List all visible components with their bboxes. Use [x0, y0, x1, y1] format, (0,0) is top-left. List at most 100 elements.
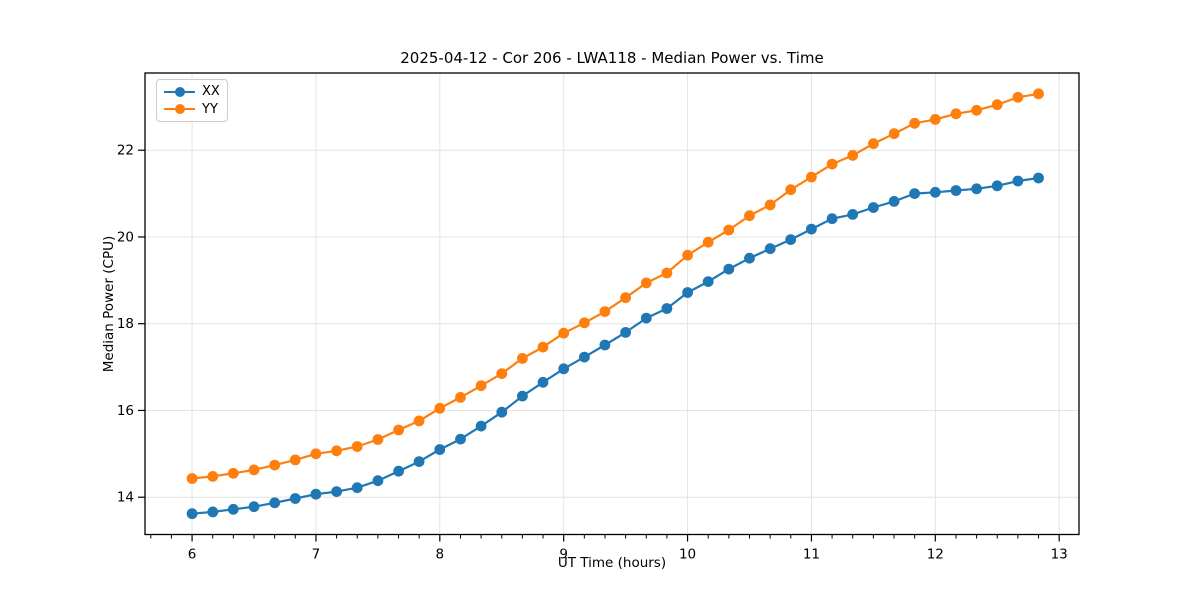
data-point-yy	[764, 199, 776, 211]
data-point-xx	[310, 488, 322, 500]
series-line-yy	[191, 92, 1039, 480]
data-point-xx	[640, 312, 652, 324]
data-point-yy	[723, 224, 735, 236]
data-point-yy	[909, 117, 920, 129]
data-point-yy	[331, 445, 342, 457]
data-point-yy	[620, 292, 631, 304]
data-point-yy	[537, 341, 549, 353]
data-point-xx	[950, 185, 962, 196]
data-point-xx	[847, 209, 859, 220]
legend-line-marker-icon	[164, 104, 195, 115]
data-point-xx	[455, 433, 466, 445]
y-tick-label: 16	[117, 403, 134, 419]
data-point-yy	[310, 448, 322, 460]
data-point-yy	[640, 277, 652, 289]
plot-border	[144, 72, 1080, 536]
data-point-xx	[661, 303, 673, 314]
data-point-yy	[434, 402, 446, 414]
data-point-yy	[929, 114, 941, 125]
data-point-xx	[620, 327, 631, 338]
data-point-xx	[331, 486, 342, 497]
data-point-xx	[991, 180, 1003, 192]
data-point-yy	[372, 434, 384, 445]
data-point-xx	[413, 456, 425, 467]
data-point-xx	[826, 213, 838, 225]
data-point-xx	[888, 196, 900, 207]
x-tick-label: 10	[679, 547, 696, 563]
data-point-xx	[434, 444, 446, 455]
data-point-yy	[289, 454, 301, 466]
data-point-yy	[868, 138, 879, 150]
data-point-yy	[991, 99, 1003, 111]
data-point-yy	[227, 467, 239, 479]
data-point-xx	[868, 202, 879, 213]
data-point-xx	[393, 465, 404, 477]
y-tick-label: 14	[117, 490, 134, 506]
data-point-yy	[186, 473, 198, 484]
x-tick-label: 11	[803, 547, 820, 563]
data-point-yy	[744, 210, 755, 222]
y-axis-label: Median Power (CPU)	[101, 235, 117, 373]
data-point-yy	[847, 150, 859, 161]
data-point-yy	[351, 441, 363, 452]
y-tick-label: 18	[117, 316, 134, 332]
data-point-yy	[579, 317, 590, 329]
data-point-xx	[372, 475, 384, 487]
data-point-yy	[826, 158, 838, 170]
data-point-xx	[806, 223, 817, 235]
data-point-yy	[269, 459, 281, 471]
data-point-xx	[227, 503, 239, 515]
data-point-yy	[393, 424, 404, 436]
data-point-yy	[682, 249, 693, 261]
data-point-yy	[558, 327, 570, 339]
data-point-xx	[702, 276, 714, 287]
data-point-yy	[661, 267, 673, 279]
data-point-xx	[517, 390, 528, 402]
legend: XX YY	[156, 79, 228, 122]
data-point-xx	[682, 287, 693, 298]
x-tick-label: 13	[1051, 547, 1068, 563]
x-tick-label: 9	[559, 547, 568, 563]
data-point-xx	[186, 508, 198, 520]
data-point-xx	[248, 501, 260, 513]
data-point-yy	[517, 353, 528, 364]
data-point-xx	[207, 506, 219, 518]
data-point-xx	[909, 188, 920, 200]
legend-line-marker-icon	[164, 86, 195, 97]
data-point-yy	[248, 464, 260, 476]
legend-label: YY	[202, 101, 218, 117]
data-point-yy	[207, 471, 219, 482]
data-point-yy	[785, 184, 797, 196]
data-point-xx	[269, 497, 281, 509]
data-point-xx	[723, 263, 735, 275]
data-point-yy	[496, 368, 508, 379]
y-tick-label: 22	[117, 143, 134, 159]
series-line-xx	[192, 176, 1039, 515]
data-point-yy	[806, 171, 817, 183]
legend-entry-xx: XX	[164, 85, 220, 98]
x-tick-label: 12	[927, 547, 944, 563]
x-tick-label: 8	[436, 547, 445, 563]
x-tick-label: 6	[188, 547, 197, 563]
data-point-xx	[1033, 172, 1044, 184]
data-point-yy	[413, 415, 425, 427]
data-point-xx	[579, 351, 590, 363]
x-tick-label: 7	[312, 547, 321, 563]
data-point-yy	[702, 236, 714, 248]
data-point-xx	[785, 234, 797, 246]
chart-title: 2025-04-12 - Cor 206 - LWA118 - Median P…	[400, 49, 824, 67]
data-point-xx	[971, 183, 982, 195]
x-axis-label: UT Time (hours)	[557, 555, 667, 571]
data-point-xx	[764, 243, 776, 255]
data-point-xx	[929, 186, 941, 198]
data-point-yy	[599, 306, 611, 317]
data-point-xx	[1012, 175, 1024, 187]
data-point-xx	[744, 252, 755, 264]
data-point-xx	[599, 339, 611, 351]
legend-label: XX	[202, 84, 220, 100]
data-point-xx	[496, 406, 508, 418]
data-point-yy	[971, 104, 982, 116]
data-point-yy	[1012, 91, 1024, 103]
